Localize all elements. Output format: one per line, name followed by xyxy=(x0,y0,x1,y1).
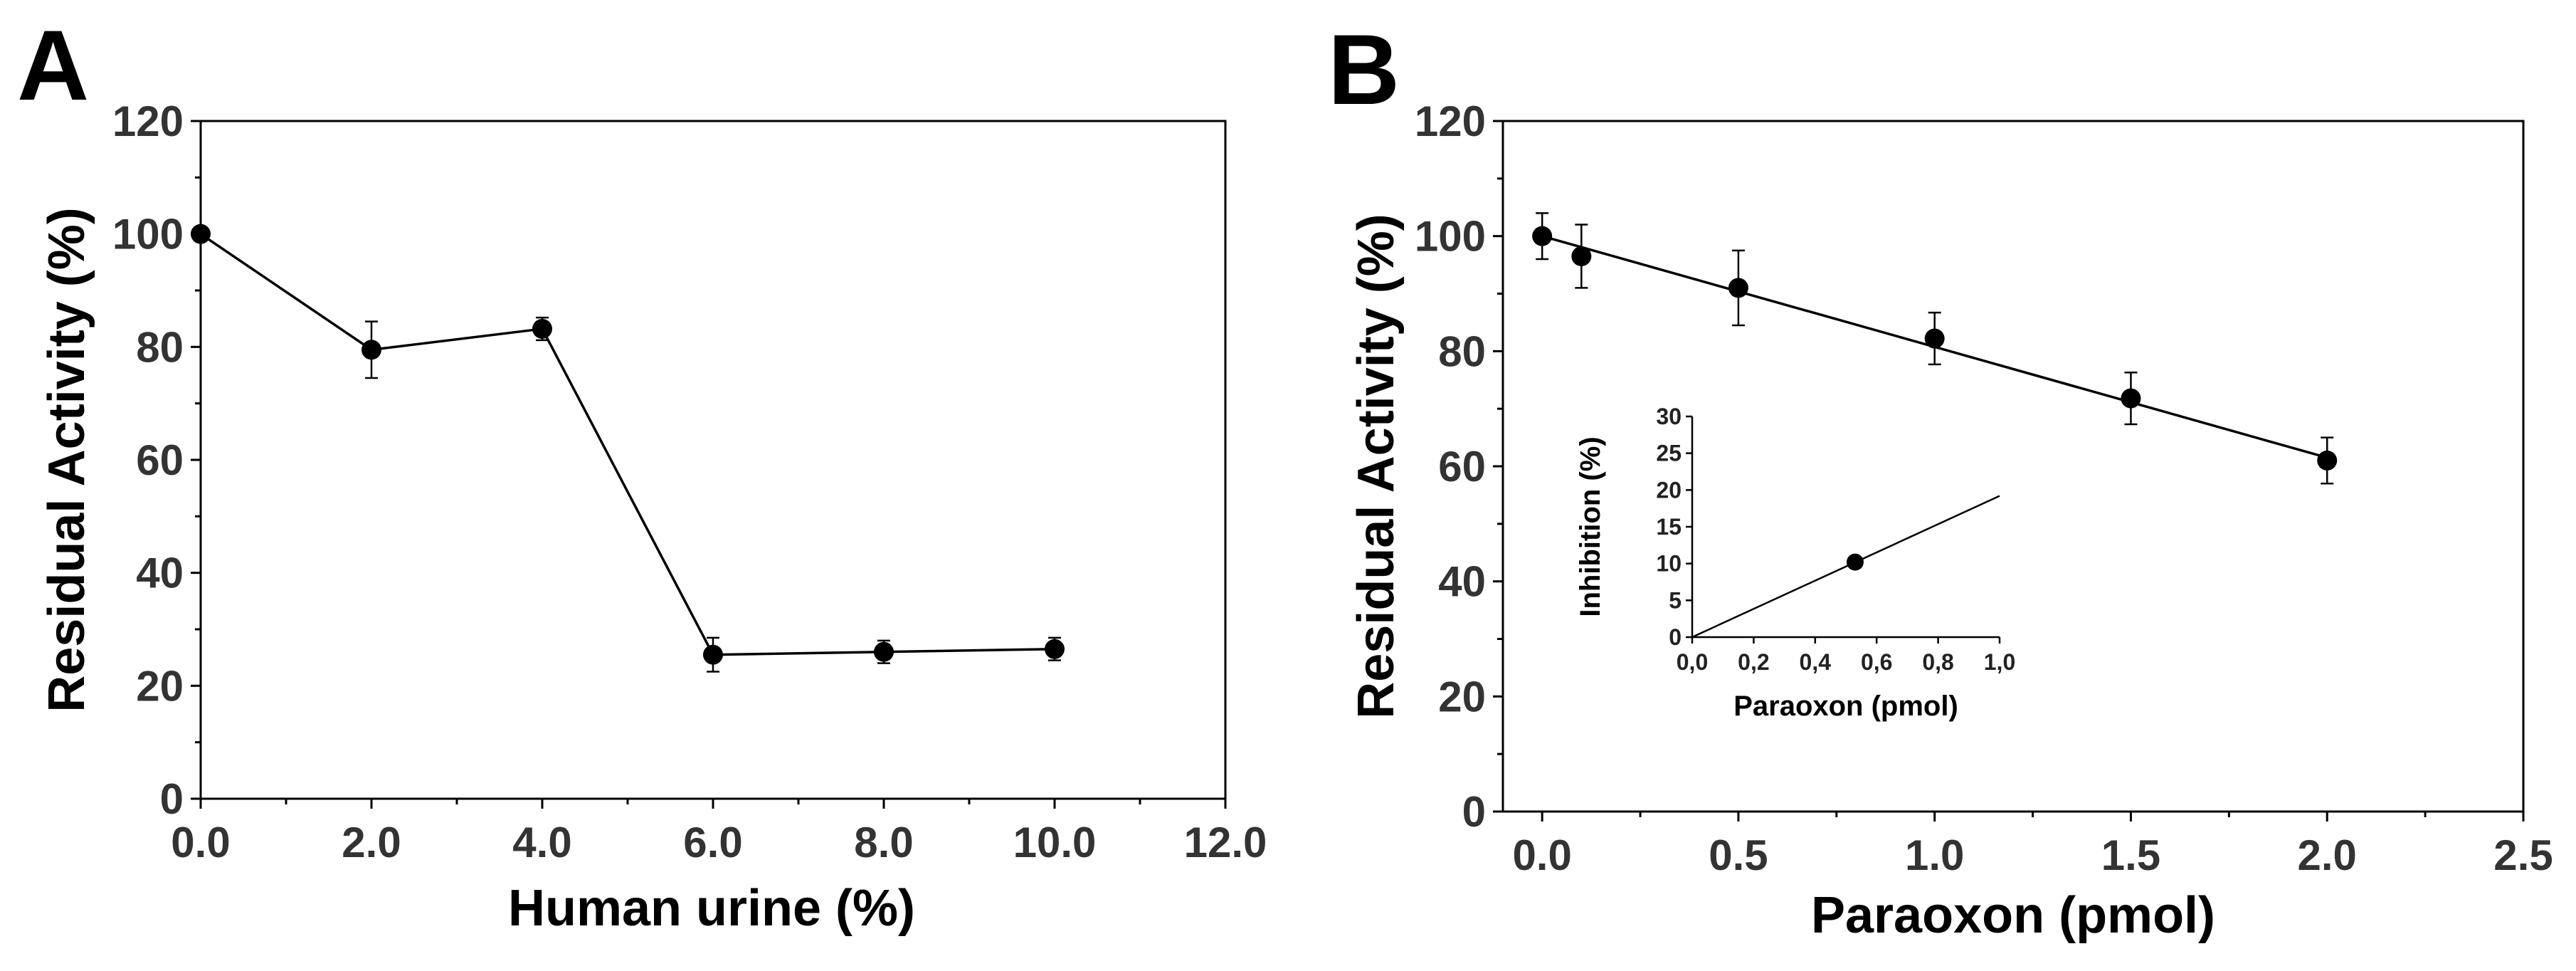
panel-a-series-line xyxy=(200,233,1055,656)
panel-a-x-tick-label: 8.0 xyxy=(854,819,913,866)
panel-b-y-tick-label: 40 xyxy=(1438,558,1486,606)
panel-a-y-axis: 0 20 40 60 80 100 120 xyxy=(112,98,201,823)
inset-x-tick-label: 0,0 xyxy=(1677,649,1708,675)
panel-a-data-point xyxy=(191,224,211,244)
inset-y-axis-title: Inhibition (%) xyxy=(1575,436,1606,616)
panel-b-y-tick-label: 80 xyxy=(1438,327,1486,375)
inset-data-points xyxy=(1846,553,1864,571)
inset-y-tick-label: 25 xyxy=(1656,441,1682,466)
panel-a-x-axis-title: Human urine (%) xyxy=(508,880,915,937)
panel-b-x-tick-label: 1.0 xyxy=(1905,831,1964,879)
panel-b-x-axis: 0.0 0.5 1.0 1.5 2.0 2.5 xyxy=(1512,812,2553,879)
panel-b-x-tick-label: 0.0 xyxy=(1512,831,1571,879)
panel-a-y-tick-label: 120 xyxy=(112,98,184,145)
panel-a-data-point xyxy=(703,644,723,665)
panel-a-x-tick-label: 4.0 xyxy=(512,819,571,866)
panel-b-y-axis-title: Residual Activity (%) xyxy=(1348,214,1405,719)
panel-b-x-tick-label: 0.5 xyxy=(1709,831,1768,879)
inset-x-axis: 0,0 0,2 0,4 0,6 0,8 1,0 xyxy=(1677,637,2015,675)
panel-a-error-bars xyxy=(365,316,1061,673)
panel-a-y-axis-title: Residual Activity (%) xyxy=(38,207,95,713)
panel-b-data-point xyxy=(2317,450,2338,471)
inset-x-tick-label: 0,4 xyxy=(1800,649,1832,675)
inset-x-axis-title: Paraoxon (pmol) xyxy=(1733,691,1958,722)
panel-a-x-tick-label: 2.0 xyxy=(342,819,401,866)
inset-x-tick-label: 0,6 xyxy=(1861,649,1892,675)
inset-x-tick-label: 0,8 xyxy=(1922,649,1953,675)
panel-b-plot-frame xyxy=(1501,120,2525,813)
inset-fit-line xyxy=(1691,495,2000,639)
panel-b-letter: B xyxy=(1328,14,1400,125)
inset-data-point xyxy=(1846,553,1864,571)
panel-a-plot-frame xyxy=(199,120,1227,800)
panel-a: A 0 20 40 60 80 100 120 0.0 2.0 4.0 6.0 8.0 10.0 12.… xyxy=(17,9,1267,937)
panel-a-x-axis: 0.0 2.0 4.0 6.0 8.0 10.0 12.0 xyxy=(171,799,1267,866)
inset-y-tick-label: 10 xyxy=(1656,551,1682,577)
panel-b-data-point xyxy=(1571,246,1592,266)
inset-y-tick-label: 20 xyxy=(1656,477,1682,503)
panel-a-data-point xyxy=(1045,639,1065,659)
panel-b-data-point xyxy=(1532,226,1553,246)
panel-b-data-point xyxy=(1924,328,1945,349)
inset-y-axis: 0 5 10 15 20 25 30 xyxy=(1656,404,1692,650)
panel-a-x-tick-label: 10.0 xyxy=(1013,819,1097,866)
inset-y-tick-label: 30 xyxy=(1656,404,1682,429)
inset-y-tick-label: 5 xyxy=(1669,587,1682,613)
panel-b-y-tick-label: 20 xyxy=(1438,673,1486,720)
panel-a-x-tick-label: 0.0 xyxy=(171,819,230,866)
panel-a-data-point xyxy=(361,340,381,360)
panel-b-x-axis-title: Paraoxon (pmol) xyxy=(1811,887,2215,944)
panel-b-x-tick-label: 2.5 xyxy=(2493,831,2553,879)
panel-a-letter: A xyxy=(17,9,89,121)
inset-x-tick-label: 0,2 xyxy=(1738,649,1769,675)
panel-b-y-tick-label: 100 xyxy=(1415,213,1486,261)
panel-b-x-tick-label: 1.5 xyxy=(2101,831,2160,879)
inset-y-tick-label: 0 xyxy=(1669,624,1682,650)
panel-a-data-points xyxy=(191,224,1065,665)
panel-a-y-tick-label: 100 xyxy=(112,211,184,258)
panel-b-x-tick-label: 2.0 xyxy=(2298,831,2357,879)
panel-b-y-axis: 0 20 40 60 80 100 120 xyxy=(1415,98,1503,836)
panel-b-y-tick-label: 120 xyxy=(1415,98,1486,145)
panel-a-data-point xyxy=(532,318,552,339)
panel-b-data-point xyxy=(1728,278,1748,298)
inset-y-tick-label: 15 xyxy=(1656,514,1682,540)
panel-b-y-tick-label: 60 xyxy=(1438,443,1486,490)
inset-x-tick-label: 1,0 xyxy=(1984,649,2015,675)
panel-a-y-tick-label: 40 xyxy=(136,550,184,597)
panel-a-data-point xyxy=(874,641,894,662)
panel-b-data-point xyxy=(2121,388,2141,409)
panel-a-x-tick-label: 6.0 xyxy=(683,819,742,866)
panel-b-y-tick-label: 0 xyxy=(1462,788,1486,836)
panel-b-inset: 0 5 10 15 20 25 30 0,0 0,2 0,4 0,6 0,8 1,0 Paraoxon… xyxy=(1575,404,2015,722)
panel-b-data-points xyxy=(1532,226,2338,471)
panel-a-y-tick-label: 60 xyxy=(136,436,184,484)
panel-a-y-tick-label: 80 xyxy=(136,323,184,371)
panel-a-y-tick-label: 0 xyxy=(160,775,184,823)
panel-a-y-tick-label: 20 xyxy=(136,662,184,710)
panel-a-x-tick-label: 12.0 xyxy=(1184,819,1267,866)
